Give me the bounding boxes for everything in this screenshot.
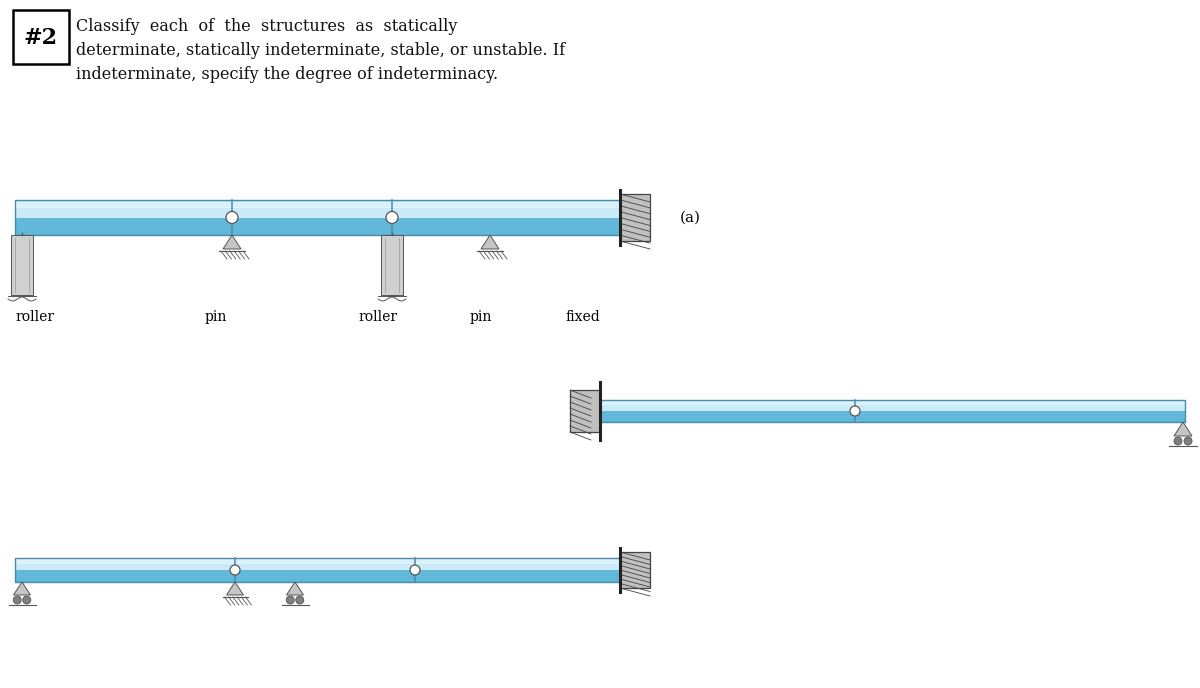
Bar bbox=[600, 401, 1186, 405]
Circle shape bbox=[226, 211, 238, 224]
Bar bbox=[14, 558, 620, 570]
Polygon shape bbox=[287, 582, 304, 595]
Circle shape bbox=[1174, 437, 1182, 445]
Bar bbox=[600, 411, 1186, 422]
Circle shape bbox=[23, 596, 31, 604]
Text: #2: #2 bbox=[24, 27, 58, 49]
Bar bbox=[620, 194, 650, 241]
Bar bbox=[620, 552, 650, 588]
Polygon shape bbox=[481, 235, 499, 249]
Circle shape bbox=[386, 211, 398, 224]
Bar bbox=[14, 200, 620, 217]
Bar bbox=[600, 400, 1186, 422]
Circle shape bbox=[850, 406, 860, 416]
Circle shape bbox=[295, 596, 304, 604]
Bar bbox=[600, 400, 1186, 411]
Bar bbox=[14, 559, 620, 563]
Polygon shape bbox=[1174, 422, 1192, 436]
Bar bbox=[14, 200, 620, 235]
Circle shape bbox=[1184, 437, 1192, 445]
Text: roller: roller bbox=[14, 310, 54, 324]
Bar bbox=[14, 558, 620, 582]
Circle shape bbox=[13, 596, 22, 604]
Text: pin: pin bbox=[205, 310, 227, 324]
Bar bbox=[382, 235, 403, 295]
Polygon shape bbox=[227, 582, 244, 595]
Polygon shape bbox=[223, 235, 241, 249]
Circle shape bbox=[230, 565, 240, 575]
Polygon shape bbox=[13, 582, 30, 595]
Circle shape bbox=[287, 596, 294, 604]
Bar bbox=[570, 390, 600, 432]
Bar bbox=[14, 217, 620, 235]
Text: roller: roller bbox=[358, 310, 397, 324]
Text: pin: pin bbox=[470, 310, 492, 324]
Bar bbox=[14, 570, 620, 582]
Text: (a): (a) bbox=[680, 211, 701, 224]
Text: fixed: fixed bbox=[565, 310, 600, 324]
Bar bbox=[14, 202, 620, 208]
FancyBboxPatch shape bbox=[13, 10, 70, 64]
Circle shape bbox=[410, 565, 420, 575]
Bar bbox=[11, 235, 34, 295]
Text: Classify  each  of  the  structures  as  statically
determinate, statically inde: Classify each of the structures as stati… bbox=[76, 18, 565, 83]
